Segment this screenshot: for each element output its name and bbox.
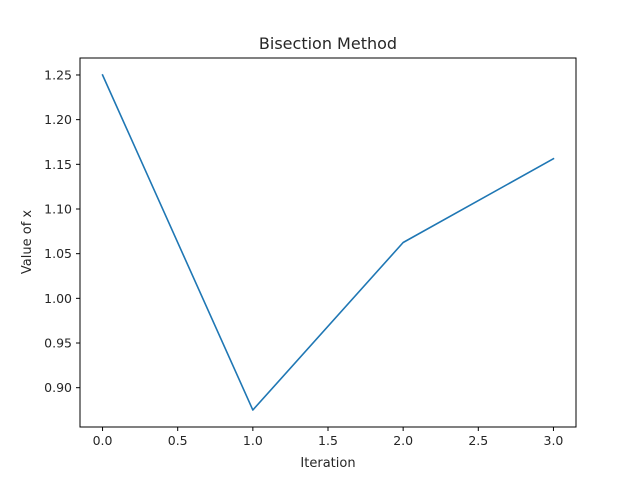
x-tick-label: 2.5: [468, 433, 488, 448]
x-tick-label: 3.0: [544, 433, 564, 448]
x-axis-label: Iteration: [300, 456, 355, 471]
x-tick-label: 2.0: [393, 433, 413, 448]
y-tick-label: 1.05: [44, 246, 72, 261]
x-tick-label: 1.5: [318, 433, 338, 448]
x-tick-label: 0.5: [168, 433, 188, 448]
y-tick-label: 0.90: [44, 380, 72, 395]
y-tick-label: 1.20: [44, 112, 72, 127]
x-tick-label: 0.0: [93, 433, 113, 448]
y-tick-label: 1.25: [44, 67, 72, 82]
series-line: [101, 73, 555, 411]
y-tick-label: 0.95: [44, 336, 72, 351]
plot-frame: [79, 57, 577, 428]
y-tick-label: 1.00: [44, 291, 72, 306]
y-tick-label: 1.15: [44, 157, 72, 172]
chart-title: Bisection Method: [259, 34, 397, 53]
y-tick-label: 1.10: [44, 201, 72, 216]
x-tick-label: 1.0: [243, 433, 263, 448]
y-axis-label: Value of x: [20, 210, 35, 274]
